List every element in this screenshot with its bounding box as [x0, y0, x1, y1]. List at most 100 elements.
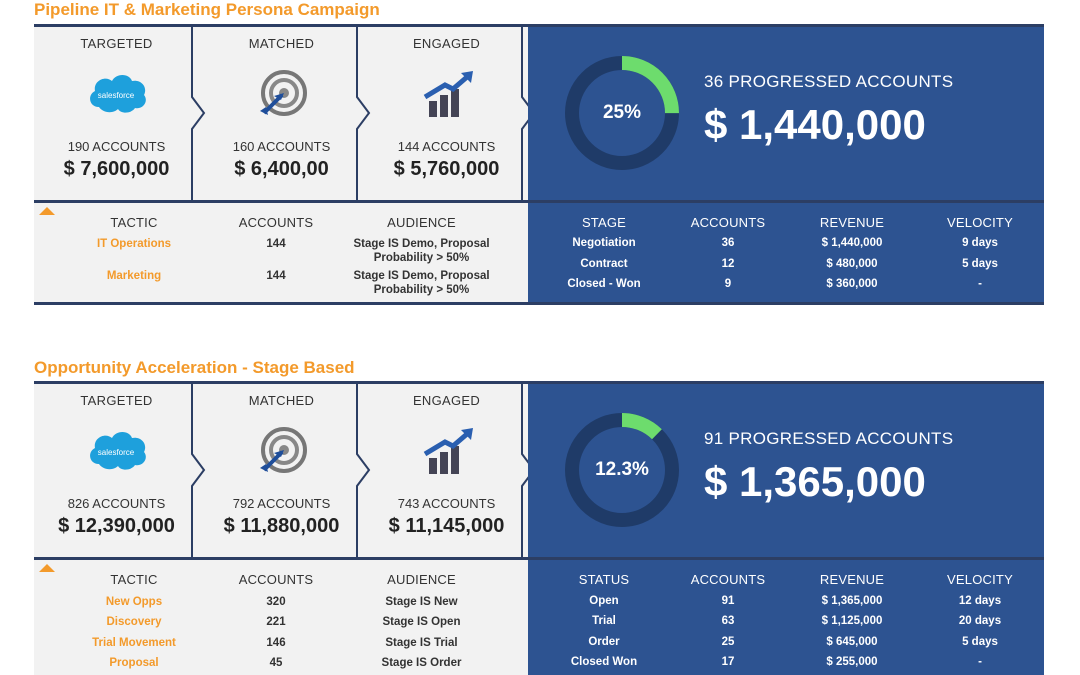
stage-amount: $ 5,760,000	[393, 158, 500, 180]
stage-amount: $ 12,390,000	[58, 515, 175, 537]
column-header-revenue: REVENUE	[819, 572, 885, 587]
tactic-accounts: 45	[269, 657, 283, 669]
funnel-divider	[356, 27, 371, 200]
collapse-arrow-icon[interactable]	[39, 564, 55, 572]
result-revenue: $ 255,000	[826, 656, 878, 668]
stage-account-count: 190 ACCOUNTS	[67, 139, 166, 154]
tactics-table: TACTIC ACCOUNTS AUDIENCE IT Operations 1…	[34, 200, 1044, 305]
funnel-divider	[356, 384, 371, 557]
svg-text:salesforce: salesforce	[97, 448, 134, 457]
tactic-accounts: 320	[266, 596, 286, 608]
tactic-accounts: 144	[266, 270, 286, 282]
result-accounts: 17	[721, 656, 735, 668]
tactic-link[interactable]: Proposal	[109, 657, 159, 669]
target-icon	[259, 70, 307, 116]
column-header-accounts: ACCOUNTS	[238, 572, 314, 587]
tactics-table: TACTIC ACCOUNTS AUDIENCE New Opps 320 St…	[34, 557, 1044, 675]
result-velocity: 9 days	[962, 237, 998, 249]
stage-account-count: 743 ACCOUNTS	[397, 496, 496, 511]
stage-account-count: 792 ACCOUNTS	[232, 496, 331, 511]
tactic-audience: Stage IS Demo, Proposal Probability > 50%	[353, 270, 490, 296]
tactic-audience: Stage IS Trial	[385, 637, 458, 649]
stage-label: ENGAGED	[412, 36, 481, 51]
result-revenue: $ 1,440,000	[821, 237, 883, 249]
campaign-title: Pipeline IT & Marketing Persona Campaign	[34, 0, 380, 19]
tactic-accounts: 146	[266, 637, 286, 649]
result-status: Order	[588, 636, 620, 648]
result-velocity: 12 days	[958, 595, 1002, 607]
tactic-audience: Stage IS New	[385, 596, 458, 608]
tactic-audience: Stage IS Demo, Proposal Probability > 50%	[353, 238, 490, 264]
tactic-link[interactable]: IT Operations	[96, 238, 172, 250]
column-header-accounts: ACCOUNTS	[690, 572, 766, 587]
progress-percent: 25%	[602, 102, 642, 123]
progressed-panel: 25% 36 PROGRESSED ACCOUNTS $ 1,440,000	[528, 27, 1044, 200]
progressed-accounts-title: 91 PROGRESSED ACCOUNTS	[704, 429, 954, 448]
svg-text:salesforce: salesforce	[97, 91, 134, 100]
stage-account-count: 144 ACCOUNTS	[397, 139, 496, 154]
result-revenue: $ 645,000	[826, 636, 878, 648]
funnel-divider	[191, 27, 206, 200]
result-status: Open	[589, 595, 619, 607]
growth-chart-icon	[423, 428, 473, 474]
result-revenue: $ 1,365,000	[821, 595, 883, 607]
stage-label: MATCHED	[248, 393, 315, 408]
stage-amount: $ 7,600,000	[63, 158, 170, 180]
stage-label: TARGETED	[80, 36, 153, 51]
progress-percent: 12.3%	[595, 459, 649, 480]
funnel-stage-targeted: TARGETED salesforce 190 ACCOUNTS $ 7,600…	[34, 27, 199, 200]
result-stage: Negotiation	[572, 237, 636, 249]
tactic-link[interactable]: New Opps	[105, 596, 163, 608]
funnel-stage-matched: MATCHED 792 ACCOUNTS $ 11,880,000	[199, 384, 364, 557]
progress-ring	[565, 413, 679, 527]
column-header-tactic: TACTIC	[110, 572, 158, 587]
result-velocity: 5 days	[962, 258, 998, 270]
stage-amount: $ 11,880,000	[223, 515, 340, 537]
stage-label: MATCHED	[248, 36, 315, 51]
result-status: Closed Won	[570, 656, 638, 668]
funnel-row: TARGETED salesforce 190 ACCOUNTS $ 7,600…	[34, 24, 1044, 200]
result-status: Trial	[592, 615, 616, 627]
target-icon	[259, 427, 307, 473]
result-accounts: 63	[721, 615, 735, 627]
funnel-divider	[191, 384, 206, 557]
result-velocity: -	[978, 656, 982, 668]
salesforce-logo-icon: salesforce	[89, 75, 146, 113]
result-velocity: 20 days	[958, 615, 1002, 627]
result-velocity: 5 days	[962, 636, 998, 648]
tactic-audience: Stage IS Order	[381, 657, 462, 669]
result-revenue: $ 480,000	[826, 258, 878, 270]
stage-label: ENGAGED	[412, 393, 481, 408]
result-velocity: -	[978, 278, 982, 290]
campaign-title: Opportunity Acceleration - Stage Based	[34, 358, 355, 377]
tactic-accounts: 221	[266, 616, 286, 628]
tactic-link[interactable]: Marketing	[106, 270, 162, 282]
stage-label: TARGETED	[80, 393, 153, 408]
result-accounts: 91	[721, 595, 735, 607]
column-header-audience: AUDIENCE	[387, 572, 456, 587]
column-header-accounts: ACCOUNTS	[690, 215, 766, 230]
column-header-accounts: ACCOUNTS	[238, 215, 314, 230]
column-header-velocity: VELOCITY	[947, 215, 1013, 230]
result-stage: Contract	[580, 258, 628, 270]
funnel-stage-matched: MATCHED 160 ACCOUNTS $ 6,400,00	[199, 27, 364, 200]
progressed-panel: 12.3% 91 PROGRESSED ACCOUNTS $ 1,365,000	[528, 384, 1044, 557]
column-header-tactic: TACTIC	[110, 215, 158, 230]
result-accounts: 12	[721, 258, 735, 270]
progressed-amount: $ 1,365,000	[704, 458, 926, 505]
collapse-arrow-icon[interactable]	[39, 207, 55, 215]
result-revenue: $ 1,125,000	[821, 615, 883, 627]
progressed-amount: $ 1,440,000	[704, 101, 926, 148]
tactic-accounts: 144	[266, 238, 286, 250]
tactic-link[interactable]: Trial Movement	[92, 637, 176, 649]
column-header-velocity: VELOCITY	[947, 572, 1013, 587]
tactic-link[interactable]: Discovery	[106, 616, 162, 628]
column-header-revenue: REVENUE	[819, 215, 885, 230]
result-accounts: 36	[721, 237, 735, 249]
stage-account-count: 160 ACCOUNTS	[232, 139, 331, 154]
stage-amount: $ 6,400,00	[234, 158, 329, 180]
funnel-stage-engaged: ENGAGED 743 ACCOUNTS $ 11,145,000	[364, 384, 529, 557]
result-accounts: 25	[721, 636, 735, 648]
stage-results-table: STAGE ACCOUNTS REVENUE VELOCITY Negotiat…	[528, 203, 1044, 302]
progressed-accounts-title: 36 PROGRESSED ACCOUNTS	[704, 72, 954, 91]
